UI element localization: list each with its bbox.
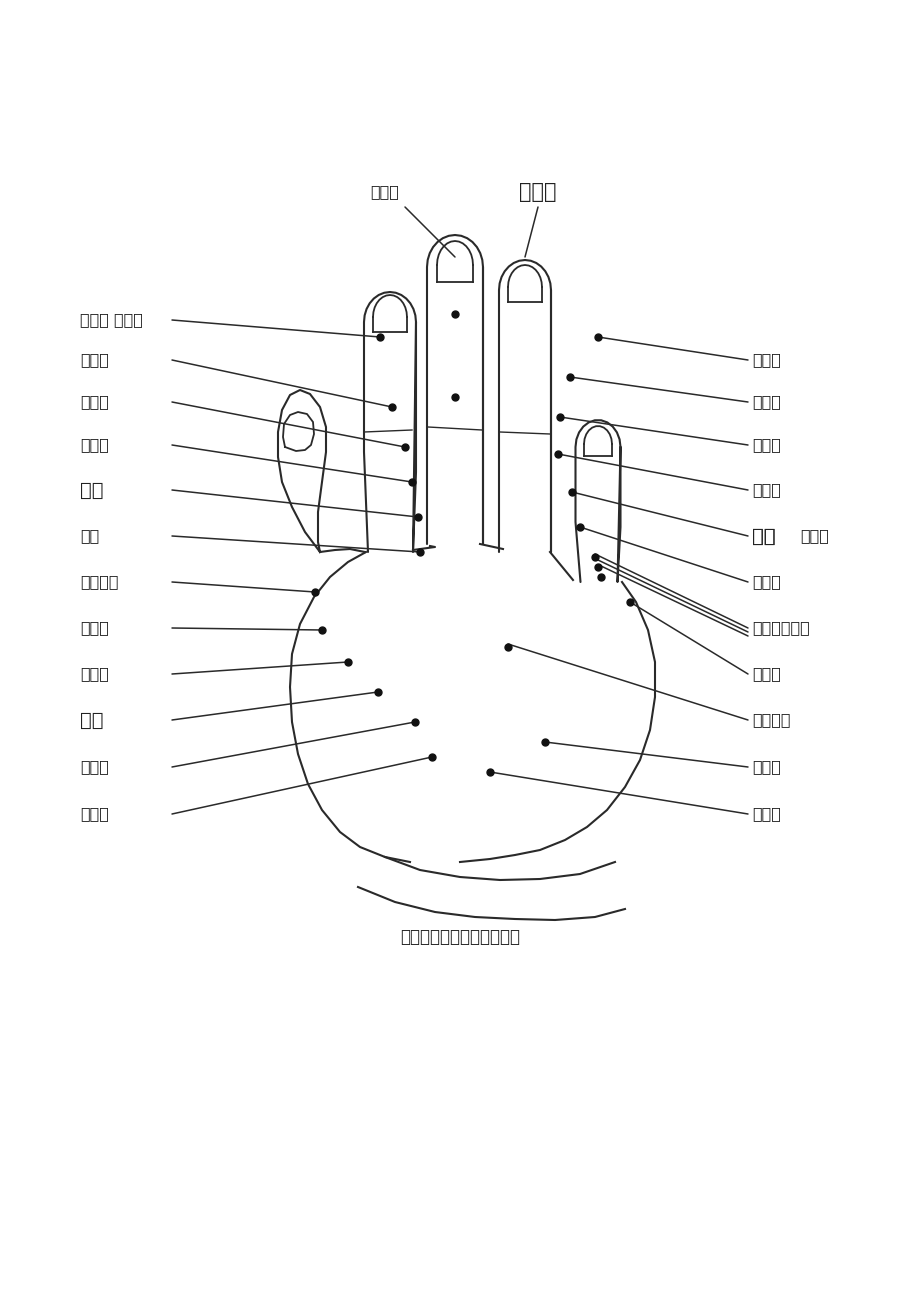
- Text: 止痒点: 止痒点: [751, 759, 780, 775]
- Text: 神经点: 神经点: [800, 529, 828, 543]
- Text: 腰脊点: 腰脊点: [80, 759, 108, 775]
- Text: 眼点: 眼点: [80, 529, 99, 543]
- Text: 肩点: 肩点: [80, 480, 103, 500]
- Text: 急救点: 急救点: [518, 182, 556, 202]
- Text: 呃逆点: 呃逆点: [370, 185, 399, 199]
- Text: 至痉挛刺激点: 至痉挛刺激点: [751, 621, 809, 635]
- Text: 偏头点: 偏头点: [751, 353, 780, 367]
- Text: 颈项点: 颈项点: [80, 395, 108, 410]
- Text: 升压点: 升压点: [751, 806, 780, 822]
- Text: 安眠点: 安眠点: [80, 621, 108, 635]
- Text: 疟疾点: 疟疾点: [80, 806, 108, 822]
- Text: 手部病理反应点一一掌背图: 手部病理反应点一一掌背图: [400, 928, 519, 947]
- Text: 界出血点: 界出血点: [80, 574, 119, 590]
- Text: 脊柱点: 脊柱点: [751, 574, 780, 590]
- Text: 退热点: 退热点: [80, 353, 108, 367]
- Text: 坐骨: 坐骨: [751, 526, 775, 546]
- Text: 前头点 头顶点: 前头点 头顶点: [80, 312, 142, 328]
- Text: 后头点: 后头点: [751, 437, 780, 453]
- Text: 腹泻点: 腹泻点: [751, 667, 780, 681]
- Text: 踝点: 踝点: [80, 711, 103, 729]
- Text: 会阴点: 会阴点: [751, 395, 780, 410]
- Text: 坐骨: 坐骨: [751, 526, 775, 546]
- Text: 腰腿痛点: 腰腿痛点: [751, 712, 789, 728]
- Text: 落枕点: 落枕点: [80, 437, 108, 453]
- Text: 咽喉点: 咽喉点: [751, 483, 780, 497]
- Text: 止痛点: 止痛点: [80, 667, 108, 681]
